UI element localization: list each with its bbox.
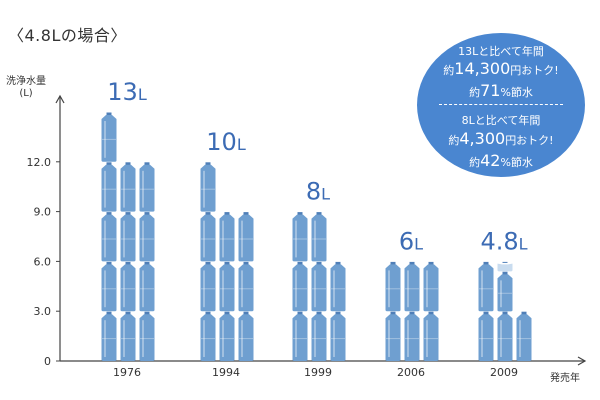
y-axis-arrow — [55, 94, 65, 104]
x-tick-label: 2009 — [490, 366, 518, 379]
bottle-unit — [478, 311, 494, 361]
callout-line-8l-yen: 約4,300円おトク! — [417, 129, 585, 148]
callout-prefix: 約 — [469, 156, 481, 169]
bottle-unit — [120, 162, 136, 212]
bottle-unit — [101, 311, 117, 361]
callout-suffix: 円おトク! — [505, 134, 554, 147]
bottle-unit — [292, 212, 308, 262]
bottle-unit — [516, 311, 532, 361]
bottle-unit — [238, 212, 254, 262]
callout-prefix: 約 — [448, 134, 460, 147]
bottle-unit — [292, 311, 308, 361]
bottle-unit — [200, 311, 216, 361]
bottle-unit — [120, 212, 136, 262]
bottle-unit-partial — [497, 271, 513, 312]
bottle-unit — [200, 162, 216, 212]
bottle-unit — [139, 261, 155, 312]
callout-suffix: %節水 — [500, 156, 533, 169]
bottle-unit — [311, 261, 327, 312]
bottle-unit — [404, 261, 420, 312]
bottle-unit — [423, 261, 439, 312]
bottle-unit — [120, 311, 136, 361]
callout-suffix: %節水 — [500, 86, 533, 99]
callout-pct-13l-value: 71 — [480, 81, 501, 100]
bottle-unit — [200, 212, 216, 262]
bottle-unit — [101, 162, 117, 212]
bottle-unit — [330, 311, 346, 361]
bottle-unit — [311, 212, 327, 262]
bottle-unit — [497, 311, 513, 361]
bottle-unit-faded — [497, 261, 513, 272]
bottle-unit — [478, 261, 494, 312]
value-label: 6L — [399, 227, 423, 255]
x-tick-label: 2006 — [397, 366, 425, 379]
bottle-unit — [139, 311, 155, 361]
callout-line-13l-yen: 約14,300円おトク! — [417, 59, 585, 78]
bottle-unit — [139, 162, 155, 212]
x-axis-title: 発売年 — [550, 371, 580, 384]
y-tick-label: 9.0 — [34, 206, 52, 219]
bottle-unit — [101, 212, 117, 262]
x-axis-arrow — [577, 356, 587, 366]
bottle-unit — [200, 261, 216, 312]
callout-line-13l-compare: 13Lと比べて年間 — [458, 45, 544, 58]
bottle-unit — [292, 261, 308, 312]
callout-line-8l-saving: 約42%節水 — [417, 151, 585, 170]
bottle-unit — [238, 261, 254, 312]
y-axis-title: 洗浄水量 (L) — [4, 76, 48, 100]
value-label: 8L — [306, 178, 330, 206]
x-tick-label: 1976 — [113, 366, 141, 379]
callout-suffix: 円おトク! — [510, 64, 559, 77]
bottle-unit — [385, 311, 401, 361]
value-label: 10L — [206, 128, 246, 156]
callout-pct-8l-value: 42 — [480, 151, 501, 170]
savings-callout: 13Lと比べて年間 約14,300円おトク! 約71%節水 8Lと比べて年間 約… — [417, 33, 585, 177]
bottle-unit — [219, 311, 235, 361]
x-tick-label: 1994 — [212, 366, 240, 379]
x-tick-label: 1999 — [304, 366, 332, 379]
bottle-unit — [219, 261, 235, 312]
bottle-unit — [139, 212, 155, 262]
y-tick-label: 0 — [44, 355, 51, 368]
bottle-unit — [120, 261, 136, 312]
callout-line-8l-compare: 8Lと比べて年間 — [461, 114, 541, 127]
y-tick-label: 3.0 — [34, 305, 52, 318]
y-tick-label: 12.0 — [27, 156, 52, 169]
bottle-unit — [101, 261, 117, 312]
value-label: 4.8L — [480, 227, 527, 255]
y-axis-unit: (L) — [19, 88, 33, 99]
callout-yen-13l-value: 14,300 — [454, 59, 511, 78]
bottle-unit — [385, 261, 401, 312]
chart-heading: 〈4.8Lの場合〉 — [8, 26, 127, 45]
callout-prefix: 約 — [443, 64, 455, 77]
bottle-unit — [238, 311, 254, 361]
bottle-unit — [423, 311, 439, 361]
callout-prefix: 約 — [469, 86, 481, 99]
callout-yen-8l-value: 4,300 — [459, 129, 506, 148]
callout-line-13l-saving: 約71%節水 — [417, 81, 585, 100]
bottle-unit — [101, 112, 117, 162]
value-label: 13L — [107, 78, 147, 106]
y-tick-label: 6.0 — [34, 255, 52, 268]
callout-divider — [439, 104, 563, 105]
y-axis-title-text: 洗浄水量 — [6, 76, 46, 87]
bottle-unit — [404, 311, 420, 361]
bottle-unit — [219, 212, 235, 262]
bottle-unit — [311, 311, 327, 361]
bottle-unit — [330, 261, 346, 312]
